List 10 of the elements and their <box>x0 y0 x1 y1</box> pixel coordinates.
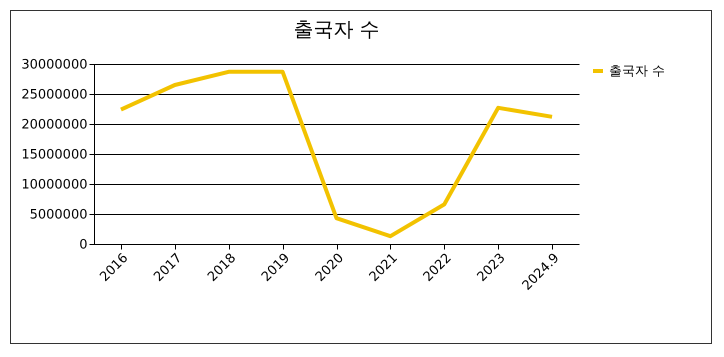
y-tick-label: 20000000 <box>21 118 88 132</box>
legend-label: 출국자 수 <box>609 64 666 79</box>
y-tick-label: 10000000 <box>21 178 88 192</box>
y-tick-label: 30000000 <box>21 58 88 72</box>
y-tick-label: 25000000 <box>21 88 88 102</box>
y-tick-label: 5000000 <box>30 208 88 222</box>
line-series <box>118 70 554 238</box>
y-tick-label: 15000000 <box>21 148 88 162</box>
chart-title: 출국자 수 <box>293 17 380 41</box>
y-tick-label: 0 <box>79 238 88 252</box>
